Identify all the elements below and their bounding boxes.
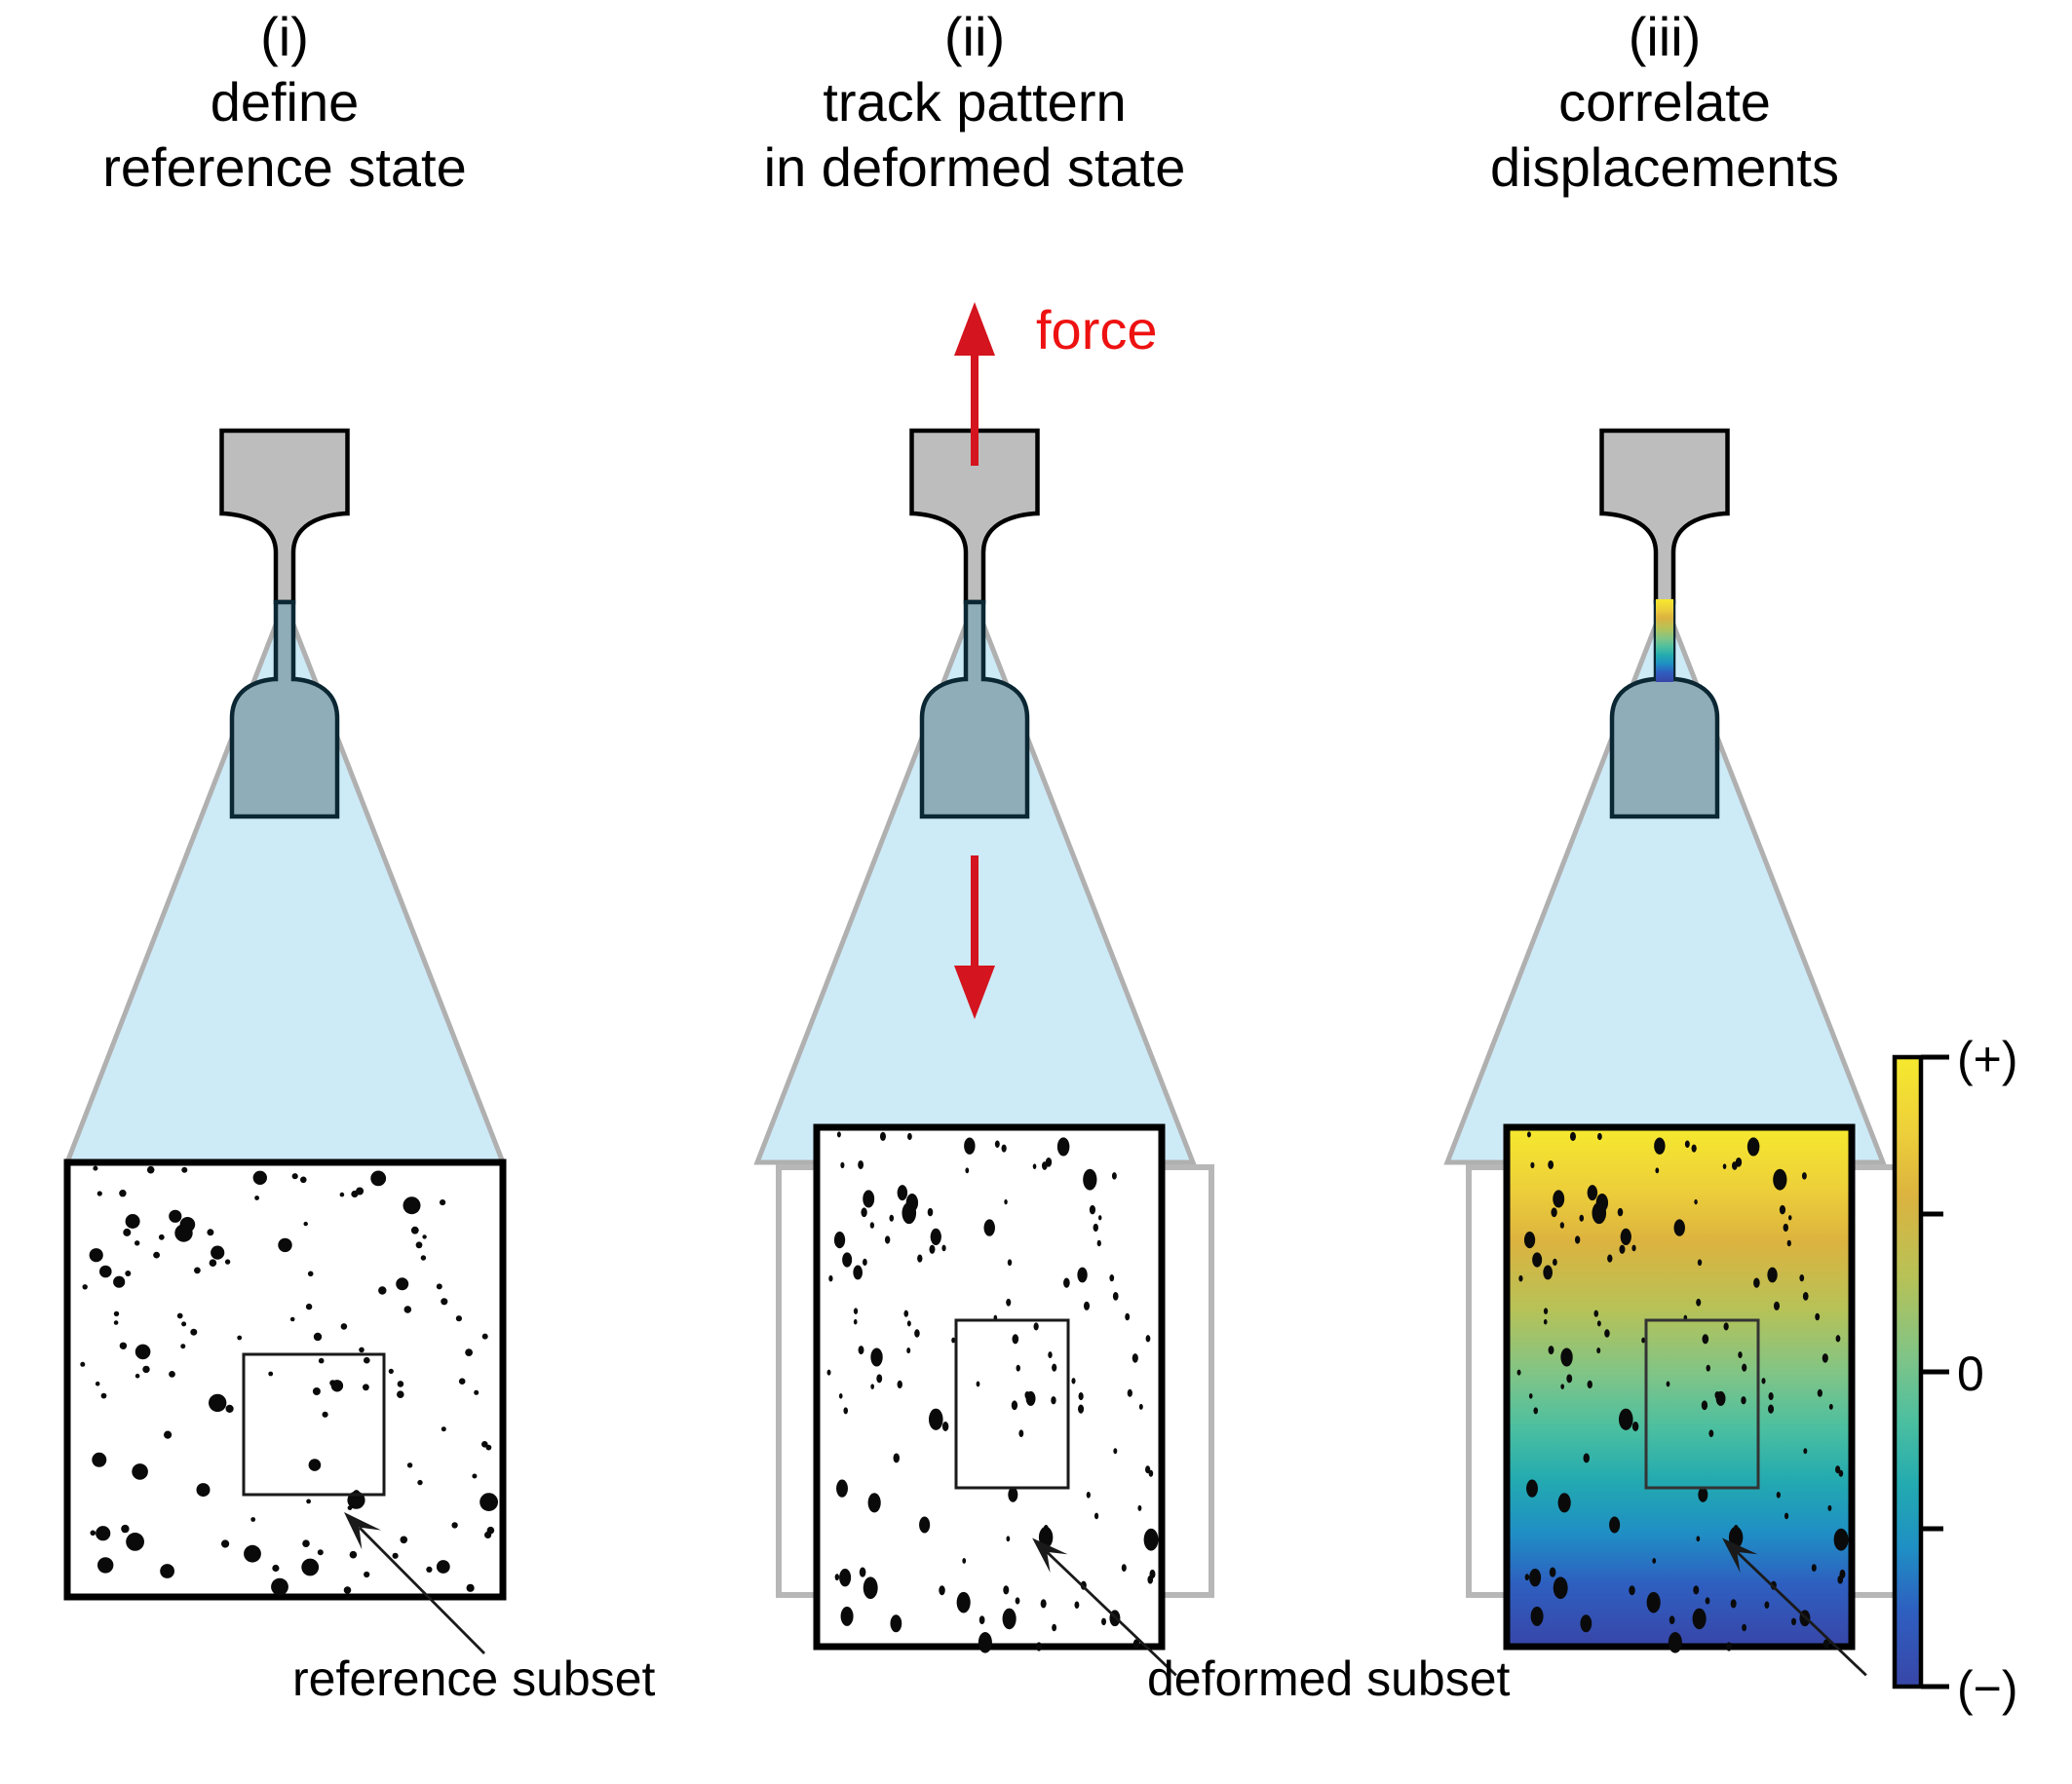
svg-text:0: 0 [1957,1347,1984,1401]
svg-text:in deformed state: in deformed state [764,136,1186,198]
svg-text:track pattern: track pattern [823,71,1126,133]
svg-text:(iii): (iii) [1629,6,1702,67]
svg-text:force: force [1036,299,1158,361]
svg-text:(+): (+) [1957,1032,2018,1086]
svg-text:deformed subset: deformed subset [1147,1651,1511,1706]
svg-text:(i): (i) [260,6,309,67]
svg-text:(−): (−) [1957,1661,2018,1716]
svg-text:reference subset: reference subset [292,1651,656,1706]
svg-text:displacements: displacements [1490,136,1839,198]
svg-text:(ii): (ii) [944,6,1005,67]
svg-text:reference state: reference state [102,136,467,198]
svg-text:define: define [211,71,360,133]
svg-text:correlate: correlate [1558,71,1771,133]
